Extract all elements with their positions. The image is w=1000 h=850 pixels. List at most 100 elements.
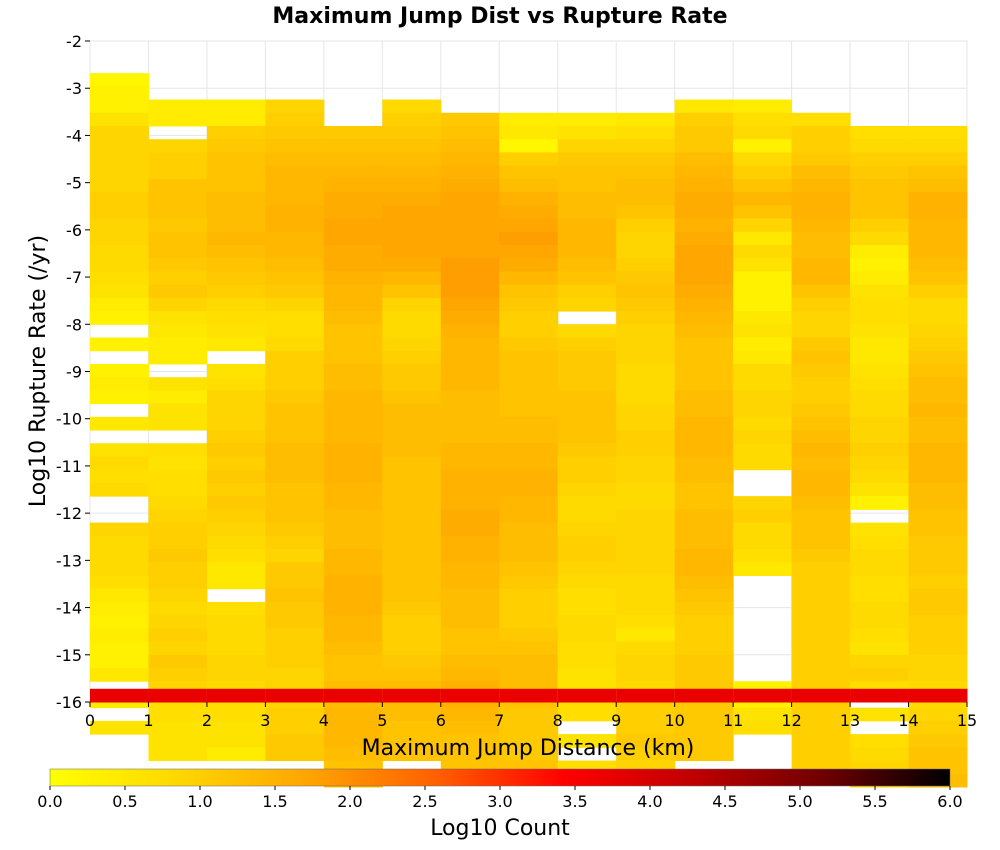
heatmap-cell (440, 218, 500, 233)
x-tick-label: 6 (436, 711, 446, 730)
heatmap-cell (206, 403, 266, 418)
heatmap-cell (382, 205, 442, 220)
heatmap-cell (791, 350, 851, 365)
heatmap-cell (499, 482, 559, 497)
heatmap-cell (908, 178, 968, 193)
heatmap-cell (90, 363, 149, 378)
heatmap-cell (440, 430, 500, 444)
heatmap-cell (148, 311, 208, 325)
heatmap-cell (674, 469, 734, 484)
y-axis-label: Log10 Rupture Rate (/yr) (26, 235, 51, 507)
heatmap-cell (206, 377, 266, 391)
heatmap-cell (557, 509, 617, 524)
heatmap-cell (265, 430, 325, 444)
heatmap-cell (557, 297, 617, 312)
heatmap-cell (265, 549, 325, 563)
heatmap-cell (440, 668, 500, 682)
heatmap-cell (674, 720, 734, 735)
heatmap-cell (323, 575, 383, 590)
heatmap-cell (908, 734, 968, 748)
heatmap-cell (557, 416, 617, 431)
heatmap-cell (791, 363, 851, 378)
heatmap-cell (90, 192, 149, 206)
heatmap-cell (148, 99, 208, 114)
heatmap-cell (616, 522, 676, 537)
heatmap-cell (616, 469, 676, 484)
heatmap-cell (557, 535, 617, 550)
heatmap-cell (791, 641, 851, 656)
heatmap-cell (791, 324, 851, 339)
heatmap-cell (616, 601, 676, 616)
heatmap-cell (323, 522, 383, 537)
heatmap-cell (206, 311, 266, 325)
heatmap-cell (674, 654, 734, 669)
heatmap-cell (323, 588, 383, 603)
heatmap-cell (499, 112, 559, 127)
heatmap-cell (148, 522, 208, 537)
heatmap-cell (148, 688, 208, 703)
y-tick-label: -12 (56, 504, 82, 523)
heatmap-cell (791, 231, 851, 246)
colorbar (49, 768, 951, 787)
heatmap-cell (382, 152, 442, 167)
heatmap-cell (499, 535, 559, 550)
heatmap-cell (674, 99, 734, 114)
heatmap-cell (674, 443, 734, 457)
heatmap-cell (733, 297, 793, 312)
heatmap-cell (850, 562, 910, 576)
heatmap-cell (674, 535, 734, 550)
heatmap-cell (616, 244, 676, 259)
heatmap-cell (499, 363, 559, 378)
heatmap-cell (791, 403, 851, 418)
heatmap-cell (557, 575, 617, 590)
heatmap-cell (265, 720, 325, 735)
heatmap-cell (908, 311, 968, 325)
heatmap-cell (148, 654, 208, 669)
heatmap-cell (382, 549, 442, 563)
heatmap-cell (440, 496, 500, 510)
heatmap-cell (733, 311, 793, 325)
heatmap-cell (557, 377, 617, 391)
heatmap-cell (616, 324, 676, 339)
heatmap-cell (850, 284, 910, 299)
colorbar-tick-label: 5.5 (862, 792, 887, 811)
heatmap-cell (616, 588, 676, 603)
heatmap-cell (323, 377, 383, 391)
heatmap-cell (733, 192, 793, 206)
heatmap-cell (850, 601, 910, 616)
heatmap-cell (616, 350, 676, 365)
y-tick-label: -6 (66, 221, 82, 240)
heatmap-cell (148, 403, 208, 418)
heatmap-cell (206, 641, 266, 656)
heatmap-cell (733, 707, 793, 722)
y-tick-label: -8 (66, 315, 82, 334)
heatmap-cell (908, 562, 968, 576)
colorbar-tick-label: 0.5 (112, 792, 137, 811)
heatmap-cell (908, 654, 968, 669)
x-tick-label: 2 (202, 711, 212, 730)
heatmap-cell (148, 112, 208, 127)
heatmap-cell (674, 707, 734, 722)
heatmap-cell (499, 496, 559, 510)
heatmap-cell (499, 509, 559, 524)
heatmap-cell (908, 139, 968, 153)
heatmap-cell (265, 99, 325, 114)
heatmap-cell (323, 231, 383, 246)
heatmap-cell (440, 337, 500, 352)
heatmap-cell (791, 628, 851, 643)
heatmap-cell (557, 139, 617, 153)
heatmap-cell (791, 482, 851, 497)
heatmap-cell (206, 456, 266, 471)
heatmap-cell (791, 258, 851, 272)
heatmap-cell (674, 482, 734, 497)
heatmap-cell (557, 244, 617, 259)
heatmap-cell (440, 284, 500, 299)
heatmap-cell (440, 192, 500, 206)
heatmap-cell (440, 244, 500, 259)
heatmap-cell (206, 469, 266, 484)
heatmap-cell (616, 363, 676, 378)
heatmap-cell (674, 244, 734, 259)
heatmap-cell (323, 535, 383, 550)
heatmap-cell (616, 628, 676, 643)
heatmap-cell (908, 284, 968, 299)
